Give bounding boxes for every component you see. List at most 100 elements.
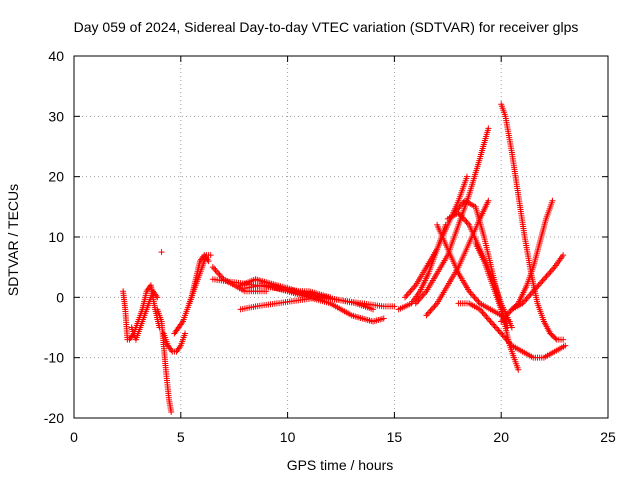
data-point bbox=[523, 295, 530, 302]
y-tick-label: 30 bbox=[48, 108, 64, 124]
grid-lines bbox=[74, 56, 608, 418]
data-point bbox=[504, 324, 511, 331]
x-tick-label: 25 bbox=[600, 429, 616, 445]
track-t22 bbox=[498, 101, 567, 343]
data-point bbox=[538, 279, 545, 286]
data-point bbox=[420, 291, 427, 298]
data-point bbox=[391, 303, 398, 310]
track-t1 bbox=[120, 288, 131, 343]
data-point bbox=[207, 252, 214, 259]
data-point bbox=[526, 292, 533, 299]
data-point bbox=[536, 280, 543, 287]
data-point bbox=[471, 294, 478, 301]
data-point bbox=[496, 329, 503, 336]
data-point bbox=[215, 270, 222, 277]
data-point bbox=[408, 286, 415, 293]
data-point bbox=[403, 292, 410, 299]
data-point bbox=[216, 271, 223, 278]
data-point bbox=[562, 342, 569, 349]
data-point bbox=[209, 264, 216, 271]
data-point bbox=[549, 197, 556, 204]
y-tick-label: 0 bbox=[56, 289, 64, 305]
data-points bbox=[120, 101, 569, 415]
data-point bbox=[424, 310, 431, 317]
data-point bbox=[470, 292, 477, 299]
data-point bbox=[462, 217, 469, 224]
track-t13 bbox=[209, 276, 323, 301]
track-t18 bbox=[434, 221, 513, 325]
data-point bbox=[423, 312, 430, 319]
data-point bbox=[402, 294, 409, 301]
data-point bbox=[211, 265, 218, 272]
data-point bbox=[380, 315, 387, 322]
data-point bbox=[182, 330, 189, 337]
data-point bbox=[427, 307, 434, 314]
track-t24 bbox=[498, 252, 567, 325]
chart-title: Day 059 of 2024, Sidereal Day-to-day VTE… bbox=[74, 19, 579, 35]
data-point bbox=[543, 273, 550, 280]
data-point bbox=[546, 270, 553, 277]
data-point bbox=[552, 335, 559, 342]
x-tick-label: 10 bbox=[280, 429, 296, 445]
data-point bbox=[407, 288, 414, 295]
data-point bbox=[539, 277, 546, 284]
data-point bbox=[548, 267, 555, 274]
track-t25 bbox=[472, 240, 511, 331]
data-point bbox=[515, 366, 522, 373]
data-point bbox=[463, 218, 470, 225]
data-point bbox=[406, 289, 413, 296]
data-point bbox=[498, 330, 505, 337]
data-point bbox=[544, 271, 551, 278]
data-point bbox=[490, 321, 497, 328]
data-point bbox=[488, 319, 495, 326]
data-point bbox=[430, 304, 437, 311]
data-point bbox=[560, 336, 567, 343]
data-point bbox=[506, 339, 513, 346]
y-tick-label: 20 bbox=[48, 169, 64, 185]
data-point bbox=[500, 333, 507, 340]
y-tick-label: -10 bbox=[44, 350, 64, 366]
data-point bbox=[154, 294, 161, 301]
data-point bbox=[485, 125, 492, 132]
data-point bbox=[560, 252, 567, 259]
track-t15 bbox=[402, 173, 471, 301]
x-tick-label: 15 bbox=[387, 429, 403, 445]
data-point bbox=[213, 268, 220, 275]
data-point bbox=[168, 408, 175, 415]
track-t5 bbox=[160, 330, 189, 355]
data-point bbox=[524, 294, 531, 301]
x-tick-label: 5 bbox=[177, 429, 185, 445]
data-point bbox=[370, 306, 377, 313]
data-point bbox=[464, 173, 471, 180]
data-point bbox=[482, 312, 489, 319]
data-point bbox=[480, 310, 487, 317]
track-t4 bbox=[154, 306, 175, 415]
data-point bbox=[491, 322, 498, 329]
data-point bbox=[547, 268, 554, 275]
x-axis-label: GPS time / hours bbox=[287, 457, 394, 473]
track-t21 bbox=[455, 300, 569, 361]
data-point bbox=[472, 295, 479, 302]
data-point bbox=[487, 318, 494, 325]
data-point bbox=[316, 294, 323, 301]
isolated-data-point bbox=[158, 249, 165, 256]
data-point bbox=[495, 327, 502, 334]
data-point bbox=[428, 306, 435, 313]
data-point bbox=[542, 274, 549, 281]
x-tick-label: 0 bbox=[70, 429, 78, 445]
y-tick-label: -20 bbox=[44, 410, 64, 426]
data-point bbox=[479, 309, 486, 316]
data-point bbox=[494, 326, 501, 333]
data-point bbox=[431, 303, 438, 310]
data-point bbox=[426, 309, 433, 316]
data-point bbox=[486, 316, 493, 323]
data-point bbox=[485, 197, 492, 204]
track-t3 bbox=[128, 288, 161, 343]
data-point bbox=[212, 267, 219, 274]
data-point bbox=[468, 291, 475, 298]
y-axis-label: SDTVAR / TECUs bbox=[5, 184, 21, 296]
data-point bbox=[527, 291, 534, 298]
data-point bbox=[474, 297, 481, 304]
data-point bbox=[410, 285, 417, 292]
